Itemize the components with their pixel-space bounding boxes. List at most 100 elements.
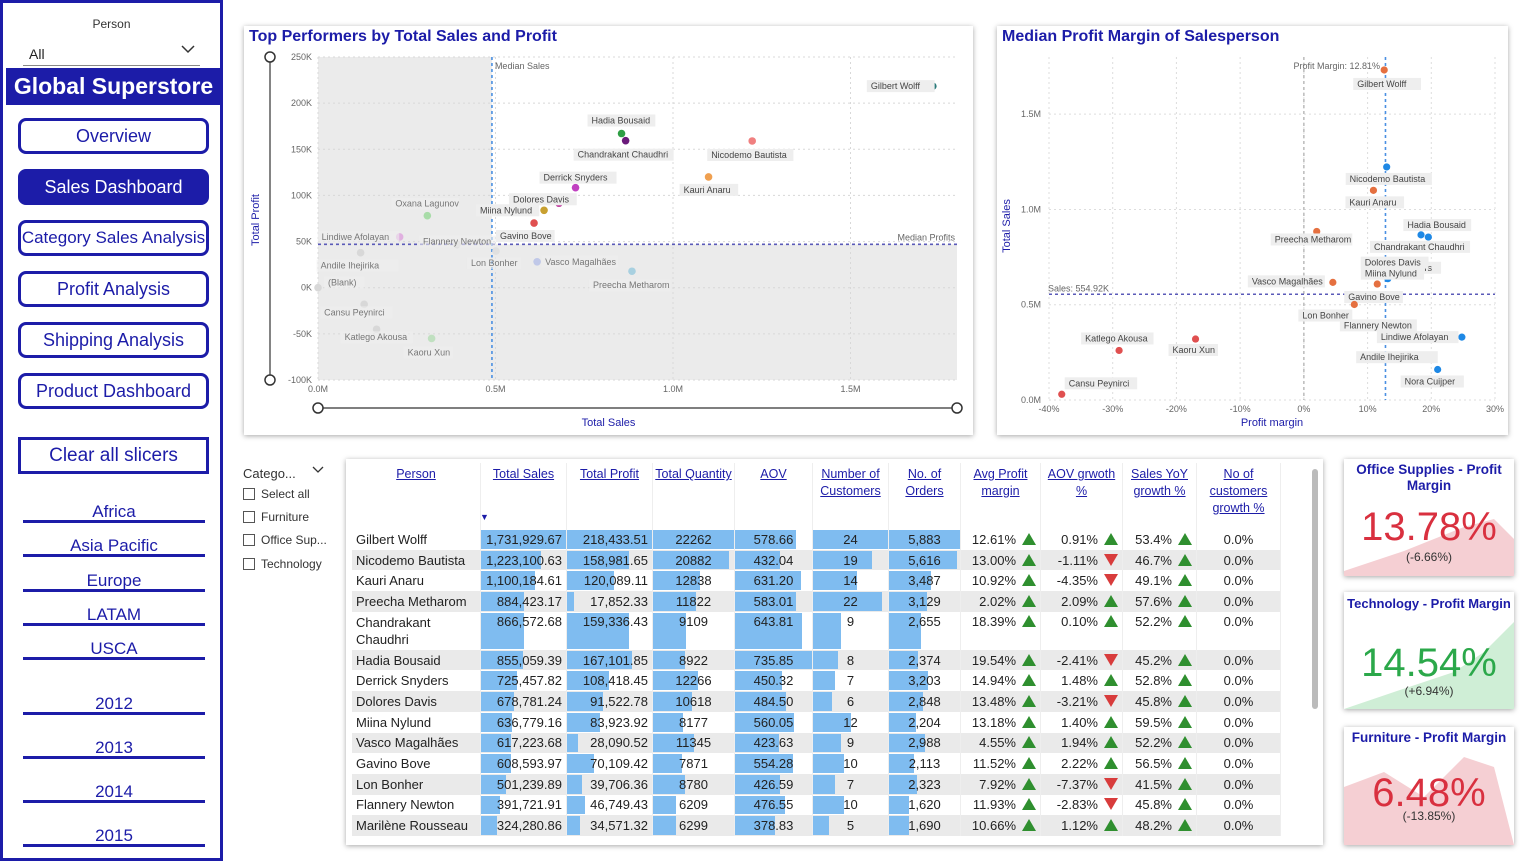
region-usca[interactable]: USCA: [23, 639, 205, 660]
cell-person: Miina Nylund: [352, 711, 481, 733]
col-header-total-sales[interactable]: Total Sales: [480, 463, 567, 529]
table-row[interactable]: Lon Bonher 501,239.89 39,706.36 8780 426.59 7…: [352, 773, 1281, 795]
table-row[interactable]: Hadia Bousaid 855,059.39 167,101.85 8922 735…: [352, 649, 1281, 671]
data-bar: [735, 650, 812, 670]
table-row[interactable]: Miina Nylund 636,779.16 83,923.92 8177 560.0…: [352, 711, 1281, 733]
data-point[interactable]: [1380, 66, 1388, 74]
data-point[interactable]: [621, 136, 630, 145]
nav-overview-button[interactable]: Overview: [18, 118, 209, 154]
col-header-sales-yoy[interactable]: Sales YoY growth %: [1122, 463, 1197, 529]
col-header-orders[interactable]: No. of Orders: [888, 463, 961, 529]
col-header-customers[interactable]: Number of Customers: [812, 463, 889, 529]
data-point[interactable]: [1329, 278, 1337, 286]
data-point[interactable]: [1369, 186, 1378, 194]
col-header-profit-margin[interactable]: Avg Profit margin: [960, 463, 1041, 529]
col-header-aov[interactable]: AOV: [734, 463, 813, 529]
data-point[interactable]: [628, 267, 636, 276]
chevron-down-icon[interactable]: [311, 462, 325, 477]
table-row[interactable]: Dolores Davis 678,781.24 91,522.78 10618 484…: [352, 691, 1281, 712]
col-header-total-quantity[interactable]: Total Quantity: [652, 463, 735, 529]
point-label: Gavino Bove: [500, 231, 552, 241]
data-point[interactable]: [1373, 280, 1381, 288]
table-row[interactable]: Derrick Snyders 725,457.82 108,418.45 12266…: [352, 670, 1281, 692]
data-point[interactable]: [1115, 346, 1123, 355]
year-2014[interactable]: 2014: [23, 782, 205, 803]
checkbox-icon[interactable]: [243, 488, 255, 500]
data-point[interactable]: [1458, 333, 1466, 341]
data-point[interactable]: [1424, 233, 1432, 241]
table-row[interactable]: Chandrakant Chaudhri 866,572.68 159,336.43…: [352, 611, 1281, 650]
data-point[interactable]: [427, 334, 436, 343]
x-range-handle-right[interactable]: [951, 402, 963, 414]
cell-value: 6: [846, 693, 855, 709]
year-2012[interactable]: 2012: [23, 694, 205, 715]
data-point[interactable]: [314, 283, 322, 292]
nav-product-dashboard-button[interactable]: Product Dashboard: [18, 373, 209, 409]
y-range-handle-bottom[interactable]: [264, 374, 276, 386]
checkbox-icon[interactable]: [243, 511, 255, 523]
point-label: Cansu Peynirci: [1069, 378, 1130, 388]
data-point[interactable]: [356, 248, 365, 257]
trend-up-icon: [1022, 594, 1036, 607]
table-row[interactable]: Kauri Anaru 1,100,184.61 120,089.11 12838 63…: [352, 570, 1281, 592]
year-2013[interactable]: 2013: [23, 738, 205, 759]
data-point[interactable]: [360, 300, 368, 309]
region-europe[interactable]: Europe: [23, 571, 205, 592]
checkbox-icon[interactable]: [243, 534, 255, 546]
x-range-handle-left[interactable]: [312, 402, 324, 414]
table-row[interactable]: Marilène Rousseau 324,280.86 34,571.32 6299…: [352, 815, 1281, 836]
data-point[interactable]: [1417, 231, 1425, 239]
sort-descending-icon[interactable]: ▼: [480, 512, 489, 522]
nav-profit-analysis-button[interactable]: Profit Analysis: [18, 271, 209, 307]
cell-value: 7871: [679, 756, 708, 772]
region-africa[interactable]: Africa: [23, 502, 205, 523]
data-point[interactable]: [748, 137, 757, 145]
region-latam[interactable]: LATAM: [23, 605, 205, 626]
year-2015[interactable]: 2015: [23, 826, 205, 847]
data-point[interactable]: [617, 129, 626, 138]
table-row[interactable]: Gilbert Wolff 1,731,929.67 218,433.51 22262…: [352, 529, 1281, 550]
nav-category-sales-button[interactable]: Category Sales Analysis: [18, 220, 209, 256]
data-point[interactable]: [1058, 390, 1066, 398]
data-point[interactable]: [1434, 365, 1442, 374]
person-dropdown[interactable]: All: [23, 39, 200, 66]
checkbox-icon[interactable]: [243, 558, 255, 570]
data-point[interactable]: [423, 211, 432, 220]
table-row[interactable]: Nicodemo Bautista 1,223,100.63 158,981.65 2…: [352, 549, 1281, 571]
category-label: Select all: [261, 487, 310, 501]
table-row[interactable]: Gavino Bove 608,593.97 70,109.42 7871 554.28…: [352, 753, 1281, 774]
category-technology[interactable]: Technology: [243, 557, 322, 573]
col-header-customers-growth[interactable]: No of customers growth %: [1196, 463, 1281, 529]
table-row[interactable]: Vasco Magalhães 617,223.68 28,090.52 11345 4…: [352, 732, 1281, 754]
nav-shipping-analysis-button[interactable]: Shipping Analysis: [18, 322, 209, 358]
table-row[interactable]: Flannery Newton 391,721.91 46,749.43 6209 47…: [352, 794, 1281, 816]
data-point[interactable]: [533, 257, 541, 266]
data-point[interactable]: [1383, 163, 1391, 171]
category-select-all[interactable]: Select all: [243, 487, 310, 503]
data-point[interactable]: [492, 247, 500, 255]
y-range-handle-top[interactable]: [264, 51, 276, 63]
clear-slicers-button[interactable]: Clear all slicers: [18, 437, 209, 474]
data-point[interactable]: [704, 173, 713, 181]
table-scrollbar[interactable]: [1312, 469, 1318, 709]
data-point[interactable]: [540, 206, 548, 215]
data-point[interactable]: [372, 325, 381, 334]
col-header-aov-growth[interactable]: AOV grwoth %: [1040, 463, 1123, 529]
col-header-person[interactable]: Person: [352, 463, 481, 529]
col-header-total-profit[interactable]: Total Profit: [566, 463, 653, 529]
category-office-supplies[interactable]: Office Sup...: [243, 533, 327, 549]
data-point[interactable]: [571, 183, 580, 192]
trend-up-icon: [1178, 777, 1192, 790]
region-asia-pacific[interactable]: Asia Pacific: [23, 536, 205, 557]
table-row[interactable]: Preecha Metharom 884,423.17 17,852.33 11822…: [352, 591, 1281, 612]
trend-up-icon: [1022, 532, 1036, 545]
data-point[interactable]: [1191, 335, 1200, 343]
category-furniture[interactable]: Furniture: [243, 510, 309, 526]
median-margin-scatter[interactable]: 1.5M 1.0M 0.5M 0.0M-40% -30% -20% -10% 0% 10% 20%…: [997, 26, 1508, 435]
data-point[interactable]: [1350, 300, 1358, 309]
data-point[interactable]: [530, 219, 538, 227]
data-point[interactable]: [1313, 227, 1321, 236]
nav-sales-dashboard-button[interactable]: Sales Dashboard: [18, 169, 209, 205]
cell-sales-yoy: 59.5%: [1122, 711, 1197, 733]
